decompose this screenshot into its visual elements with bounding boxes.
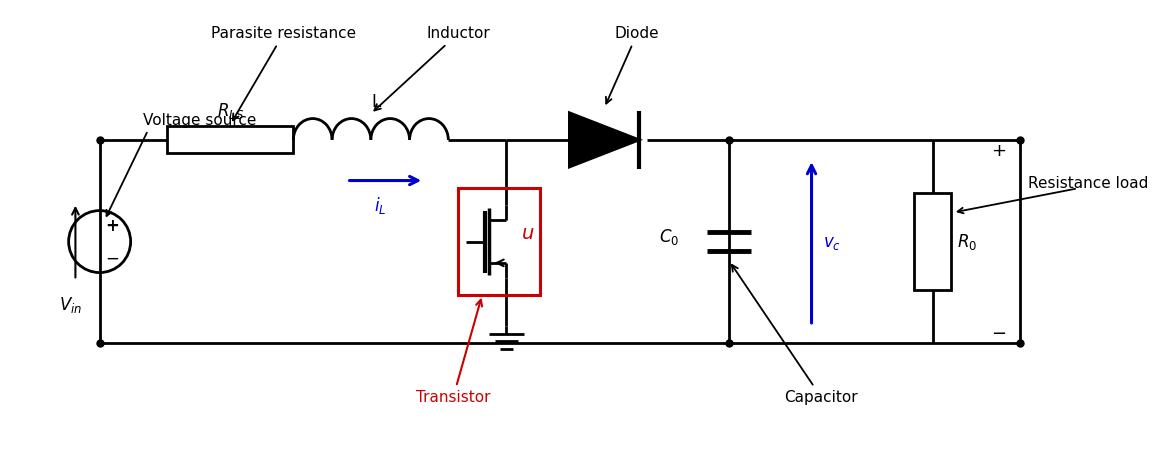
Text: $i_L$: $i_L$ [374,195,387,216]
Text: Transistor: Transistor [415,300,490,405]
Text: L: L [371,93,380,111]
Bar [167,126,294,154]
Text: +: + [991,143,1006,160]
Text: Inductor: Inductor [374,26,490,111]
Text: Resistance load: Resistance load [1027,176,1148,191]
Text: $C_0$: $C_0$ [659,227,679,247]
Text: $V_{in}$: $V_{in}$ [58,295,82,315]
Bar [457,188,541,295]
Text: Capacitor: Capacitor [732,265,858,405]
Text: $R_0$: $R_0$ [957,232,977,251]
Bar [914,193,951,290]
Text: Parasite resistance: Parasite resistance [211,26,356,120]
Text: Voltage source: Voltage source [143,113,256,128]
Text: $v_c$: $v_c$ [824,234,841,251]
Text: Diode: Diode [606,26,660,104]
Text: $-$: $-$ [991,323,1006,340]
Text: $-$: $-$ [105,249,119,267]
Text: $R_{LS}$: $R_{LS}$ [216,101,243,122]
Text: $\mathit{u}$: $\mathit{u}$ [521,224,535,243]
Text: +: + [105,217,119,235]
Polygon shape [570,113,639,167]
